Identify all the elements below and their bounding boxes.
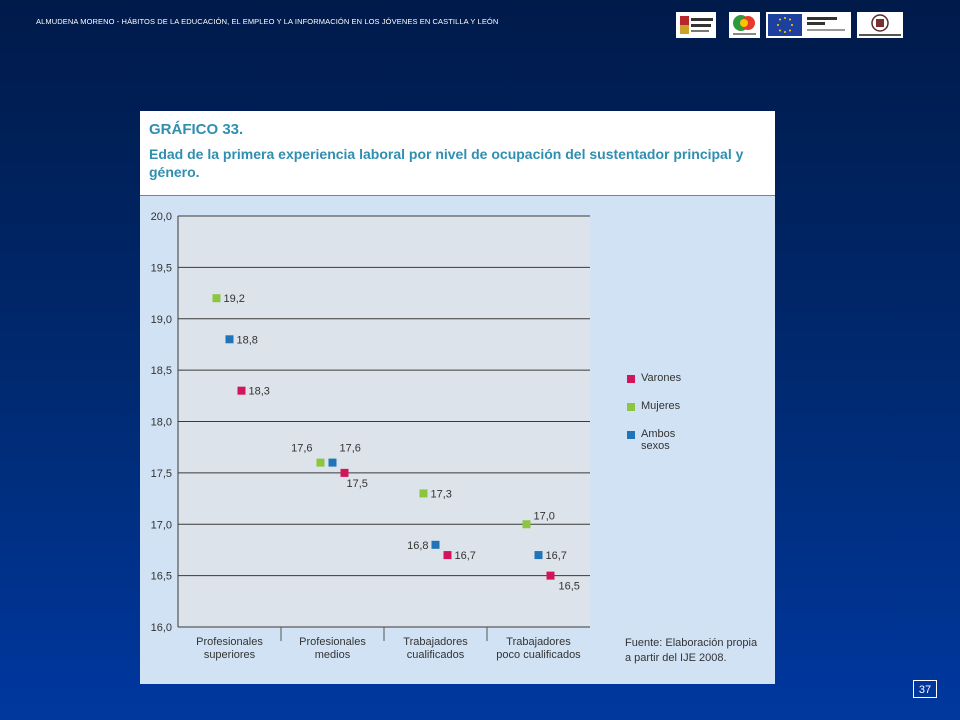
scatter-chart: 16,0 16,5 17,0 17,5 18,0 18,5 19,0 19,5 20,0 Prof…: [151, 211, 590, 661]
data-label-varones-1: 17,5: [347, 478, 368, 490]
data-label-ambos-sexos-3: 16,7: [546, 550, 567, 562]
point-varones-1: [340, 468, 349, 477]
source-line-1: Fuente: Elaboración propia: [625, 637, 758, 649]
figure-title: Edad de la primera experiencia laboral p…: [149, 146, 744, 180]
page-number: 37: [913, 680, 937, 698]
y-tick-label-5: 18,5: [151, 365, 172, 377]
data-label-mujeres-2: 17,3: [431, 488, 452, 500]
data-label-varones-2: 16,7: [455, 550, 476, 562]
figure-source: Fuente: Elaboración propia a partir del …: [625, 636, 757, 666]
figure-number: GRÁFICO 33.: [149, 121, 244, 138]
legend-label-ambos: Ambos sexos: [641, 428, 676, 452]
document-header-title: ALMUDENA MORENO - HÁBITOS DE LA EDUCACIÓ…: [36, 17, 499, 26]
x-category-label-3-1: poco cualificados: [496, 649, 581, 661]
y-tick-label-0: 16,0: [151, 622, 172, 634]
data-label-varones-3: 16,5: [559, 581, 580, 593]
y-tick-label-3: 17,5: [151, 468, 172, 480]
y-tick-label-4: 18,0: [151, 417, 172, 429]
point-ambos-sexos-3: [534, 551, 543, 560]
data-label-mujeres-3: 17,0: [534, 510, 555, 522]
legend-swatch-ambos: [627, 431, 635, 439]
y-tick-label-8: 20,0: [151, 211, 172, 223]
x-category-label-2-1: cualificados: [407, 649, 465, 661]
point-mujeres-2: [419, 489, 428, 498]
data-label-ambos-sexos-0: 18,8: [237, 334, 258, 346]
point-varones-2: [443, 551, 452, 560]
y-tick-label-2: 17,0: [151, 519, 172, 531]
point-ambos-sexos-0: [225, 335, 234, 344]
point-varones-0: [237, 386, 246, 395]
partner-emblem-logo: [729, 12, 760, 38]
legend-label-varones: Varones: [641, 372, 682, 384]
junta-castilla-leon-logo: [676, 12, 716, 38]
figure-panel: GRÁFICO 33. Edad de la primera experienc…: [140, 111, 775, 684]
x-category-label-0-0: Profesionales: [196, 636, 263, 648]
x-category-label-3-0: Trabajadores: [506, 636, 571, 648]
legend-label-mujeres: Mujeres: [641, 400, 681, 412]
legend-swatch-mujeres: [627, 403, 635, 411]
data-label-ambos-sexos-1: 17,6: [340, 443, 361, 455]
union-europea-feder-logo: [766, 12, 851, 38]
data-label-varones-0: 18,3: [249, 386, 270, 398]
source-line-2: a partir del IJE 2008.: [625, 652, 727, 664]
x-category-label-1-1: medios: [315, 649, 351, 661]
x-category-label-2-0: Trabajadores: [403, 636, 468, 648]
y-tick-label-7: 19,5: [151, 262, 172, 274]
point-ambos-sexos-2: [431, 540, 440, 549]
point-mujeres-3: [522, 520, 531, 529]
x-category-label-0-1: superiores: [204, 649, 256, 661]
point-mujeres-1: [316, 458, 325, 467]
universidad-valladolid-logo: [857, 12, 903, 38]
y-tick-label-1: 16,5: [151, 571, 172, 583]
legend-swatch-varones: [627, 375, 635, 383]
figure-header: GRÁFICO 33. Edad de la primera experienc…: [140, 111, 775, 196]
data-label-ambos-sexos-2: 16,8: [407, 540, 428, 552]
x-category-label-1-0: Profesionales: [299, 636, 366, 648]
point-varones-3: [546, 571, 555, 580]
point-mujeres-0: [212, 294, 221, 303]
point-ambos-sexos-1: [328, 458, 337, 467]
data-label-mujeres-1: 17,6: [291, 443, 312, 455]
data-label-mujeres-0: 19,2: [224, 293, 245, 305]
y-tick-label-6: 19,0: [151, 314, 172, 326]
